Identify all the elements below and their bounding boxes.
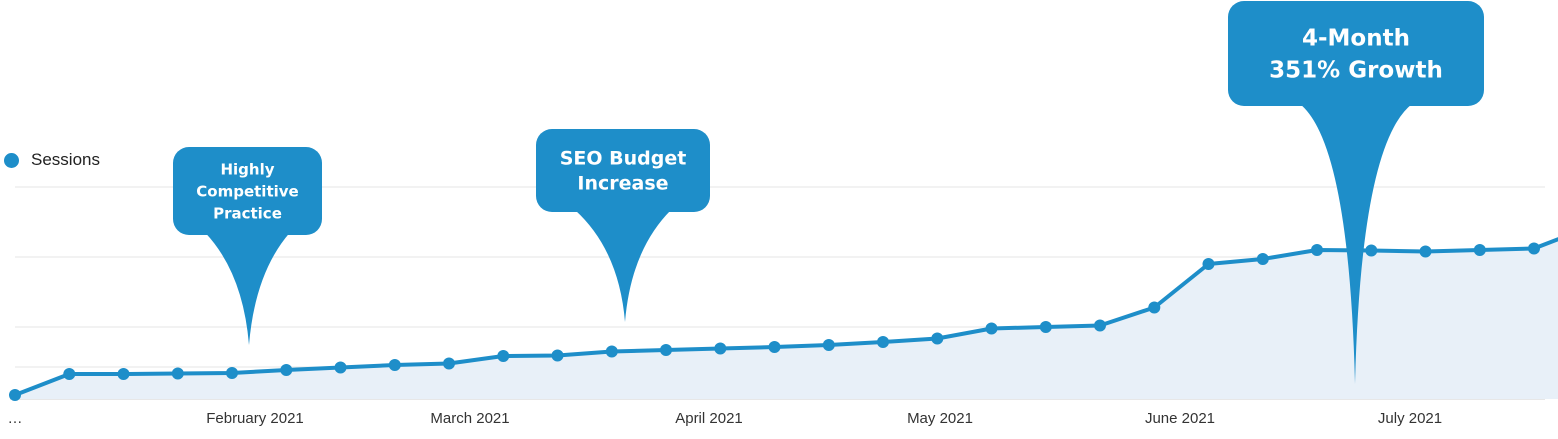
callout-2-line-0: 4-Month bbox=[1302, 26, 1410, 52]
callout-1-line-0: SEO Budget bbox=[560, 148, 687, 170]
sessions-point-6 bbox=[334, 361, 347, 374]
x-tick-label-1: February 2021 bbox=[206, 410, 304, 427]
callout-0-line-2: Practice bbox=[213, 204, 282, 222]
sessions-point-14 bbox=[768, 341, 781, 353]
sessions-point-20 bbox=[1094, 319, 1106, 332]
sessions-point-28 bbox=[1528, 242, 1540, 255]
sessions-point-23 bbox=[1256, 253, 1269, 265]
sessions-point-9 bbox=[497, 350, 510, 362]
sessions-point-1 bbox=[63, 368, 76, 380]
sessions-point-13 bbox=[714, 342, 727, 355]
callout-2-line-1: 351% Growth bbox=[1269, 58, 1443, 84]
sessions-point-24 bbox=[1311, 244, 1323, 256]
sessions-point-22 bbox=[1202, 258, 1215, 270]
x-tick-label-0: … bbox=[8, 410, 23, 427]
callout-2-box bbox=[1228, 1, 1484, 106]
callout-0-line-0: Highly bbox=[220, 160, 274, 178]
sessions-line bbox=[14, 237, 1558, 397]
sessions-point-10 bbox=[551, 349, 564, 362]
chart-legend: Sessions bbox=[4, 150, 100, 170]
legend-sessions-marker bbox=[4, 152, 19, 168]
callout-1-pointer bbox=[575, 210, 671, 322]
sessions-point-8 bbox=[443, 357, 455, 370]
sessions-point-19 bbox=[1039, 321, 1052, 333]
x-tick-label-4: May 2021 bbox=[907, 410, 973, 427]
callout-1-box bbox=[536, 129, 710, 212]
sessions-point-21 bbox=[1148, 301, 1161, 314]
sessions-point-11 bbox=[605, 345, 618, 358]
sessions-point-16 bbox=[877, 336, 889, 348]
legend-sessions-label: Sessions bbox=[31, 150, 100, 169]
callout-0-line-1: Competitive bbox=[196, 182, 298, 200]
sessions-point-15 bbox=[822, 339, 835, 351]
sessions-point-27 bbox=[1473, 244, 1486, 256]
sessions-point-4 bbox=[226, 367, 238, 379]
sessions-point-7 bbox=[388, 359, 401, 371]
callout-1-line-1: Increase bbox=[577, 173, 668, 195]
callout-0-box bbox=[173, 147, 322, 235]
callout-2-pointer bbox=[1300, 104, 1412, 384]
sessions-point-17 bbox=[931, 332, 944, 345]
sessions-point-18 bbox=[985, 322, 998, 335]
sessions-point-12 bbox=[660, 344, 672, 356]
x-tick-label-2: March 2021 bbox=[430, 410, 509, 427]
sessions-point-5 bbox=[280, 364, 293, 376]
sessions-area bbox=[15, 239, 1558, 399]
x-tick-label-6: July 2021 bbox=[1378, 410, 1442, 427]
sessions-point-2 bbox=[117, 368, 130, 380]
sessions-point-0 bbox=[9, 389, 21, 401]
x-tick-label-3: April 2021 bbox=[675, 410, 743, 427]
sessions-point-26 bbox=[1419, 245, 1432, 258]
callout-0-pointer bbox=[205, 233, 290, 345]
sessions-point-25 bbox=[1365, 244, 1378, 257]
sessions-point-3 bbox=[171, 367, 184, 380]
x-tick-label-5: June 2021 bbox=[1145, 410, 1215, 427]
